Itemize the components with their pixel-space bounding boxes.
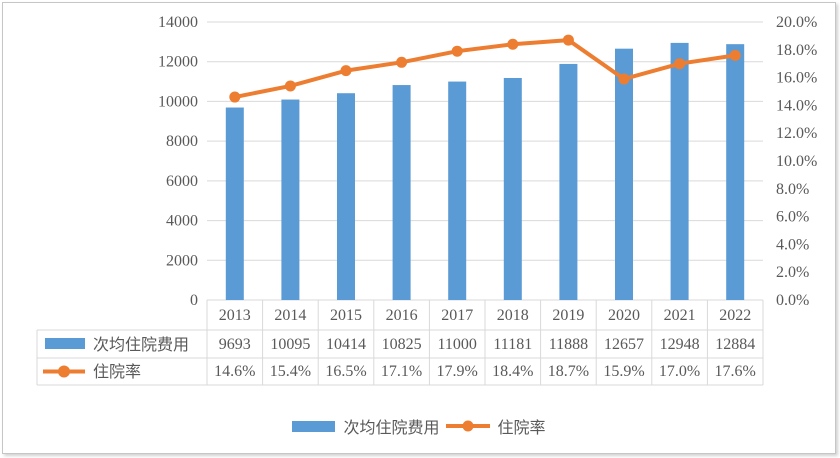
table-line-value: 17.9%: [437, 363, 478, 380]
table-year-header: 2021: [664, 307, 696, 324]
combo-chart: 14000 12000 10000 8000 6000 4000 2000 0 20.0% 18.…: [36, 14, 817, 386]
table-year-header: 2022: [719, 307, 751, 324]
table-bar-value: 9693: [219, 336, 251, 353]
left-axis-tick-label: 2000: [166, 252, 198, 269]
chart-frame: 14000 12000 10000 8000 6000 4000 2000 0 20.0% 18.…: [2, 2, 836, 454]
rate-line-marker-2015: [340, 65, 352, 77]
left-axis-tick-label: 6000: [166, 173, 198, 190]
table-line-value: 17.6%: [715, 363, 756, 380]
bar-2020: [615, 48, 633, 300]
right-axis-tick-label: 18.0%: [776, 42, 817, 59]
legend-item-line-series: 住院率: [445, 414, 546, 438]
table-year-header: 2014: [274, 307, 306, 324]
line-marker-icon: [462, 420, 473, 432]
right-axis-tick-label: 4.0%: [776, 236, 809, 253]
bar-series-swatch-icon: [292, 420, 336, 432]
left-axis-tick-label: 10000: [158, 93, 198, 110]
bar-2021: [670, 42, 689, 301]
left-axis-tick-label: 14000: [158, 14, 198, 31]
left-axis-tick-label: 8000: [166, 133, 198, 150]
table-line-value: 18.4%: [492, 363, 533, 380]
right-axis-tick-label: 16.0%: [776, 70, 817, 87]
right-axis-tick-label: 10.0%: [776, 153, 817, 170]
table-year-header: 2015: [330, 307, 362, 324]
bar-2019: [559, 63, 578, 300]
table-line-value: 17.0%: [659, 363, 700, 380]
bar-2016: [392, 85, 411, 301]
rate-line-marker-2019: [562, 34, 574, 46]
bar-2015: [337, 93, 355, 300]
rate-line-marker-2021: [674, 58, 686, 70]
rate-line-marker-2016: [396, 56, 408, 68]
left-axis-tick-label: 0: [190, 292, 198, 309]
table-bar-value: 12657: [604, 336, 644, 353]
rate-line-marker-2017: [451, 45, 463, 57]
bar-2013: [225, 107, 244, 300]
table-year-header: 2017: [441, 307, 473, 324]
rate-line-marker-2022: [729, 49, 741, 61]
table-line-value: 16.5%: [325, 363, 366, 380]
table-line-marker-icon: [58, 365, 70, 378]
chart-legend: 次均住院费用 住院率: [3, 399, 835, 453]
table-bar-value: 10095: [270, 336, 310, 353]
table-bar-value: 12948: [660, 336, 700, 353]
table-line-value: 14.6%: [214, 363, 255, 380]
table-year-header: 2019: [552, 307, 584, 324]
right-axis-tick-label: 20.0%: [776, 14, 817, 31]
bar-2014: [281, 99, 300, 300]
right-axis-tick-label: 8.0%: [776, 181, 809, 198]
rate-line-marker-2018: [507, 38, 519, 50]
table-bar-value: 11888: [549, 336, 588, 353]
table-year-header: 2013: [219, 307, 251, 324]
right-axis-tick-label: 0.0%: [776, 292, 809, 309]
table-bar-swatch-icon: [45, 338, 85, 349]
rate-line-marker-2020: [618, 73, 630, 85]
table-line-value: 18.7%: [548, 363, 589, 380]
bar-2018: [503, 77, 522, 300]
right-axis-tick-label: 12.0%: [776, 125, 817, 142]
table-line-value: 17.1%: [381, 363, 422, 380]
table-line-value: 15.9%: [603, 363, 644, 380]
rate-line-marker-2014: [284, 80, 296, 92]
table-line-value: 15.4%: [270, 363, 311, 380]
right-axis-tick-label: 14.0%: [776, 97, 817, 114]
table-line-series-label: 住院率: [93, 363, 141, 381]
legend-item-bar-series: 次均住院费用: [292, 414, 440, 438]
rate-line: [232, 38, 738, 100]
table-bar-value: 11000: [437, 336, 476, 353]
line-series-swatch-icon: [445, 420, 490, 432]
bar-2022: [726, 44, 745, 301]
table-year-header: 2020: [608, 307, 640, 324]
right-axis-tick-label: 6.0%: [776, 209, 809, 226]
table-year-header: 2018: [497, 307, 529, 324]
table-bar-value: 10414: [326, 336, 366, 353]
line-series-legend-label: 住院率: [497, 420, 546, 437]
left-axis-tick-label: 12000: [158, 54, 198, 71]
table-bar-value: 12884: [715, 336, 755, 353]
table-bar-value: 11181: [493, 336, 532, 353]
right-axis-tick-label: 2.0%: [776, 264, 809, 281]
table-bar-value: 10825: [382, 336, 422, 353]
bar-2017: [448, 81, 467, 300]
left-axis-tick-label: 4000: [166, 213, 198, 230]
table-year-header: 2016: [386, 307, 418, 324]
table-bar-series-label: 次均住院费用: [93, 336, 189, 354]
rate-line-marker-2013: [229, 91, 241, 103]
bar-series-legend-label: 次均住院费用: [343, 420, 440, 437]
